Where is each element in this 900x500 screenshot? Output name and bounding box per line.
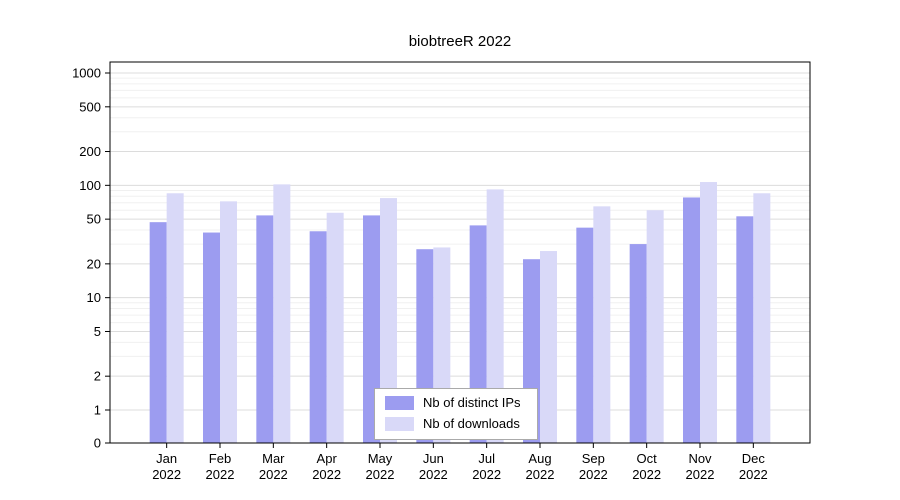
x-tick-label-year: 2022: [472, 467, 501, 482]
bar-apr-distinct-ips: [309, 231, 327, 443]
y-tick-label: 20: [87, 256, 101, 271]
legend-swatch-downloads: [385, 416, 414, 431]
legend-swatch-distinct-ips: [385, 395, 414, 410]
plot-border: [109, 61, 811, 444]
y-tick-label: 5: [94, 324, 101, 339]
bar-sep-distinct-ips: [576, 227, 594, 443]
x-tick-label-month: Sep: [582, 451, 605, 466]
y-tick-label: 10: [87, 290, 101, 305]
y-tick-label: 1000: [72, 66, 101, 81]
bar-aug-downloads: [540, 251, 557, 443]
x-tick-label-year: 2022: [526, 467, 555, 482]
chart-title: biobtreeR 2022: [408, 33, 512, 50]
legend-item-distinct-ips: Nb of distinct IPs: [385, 395, 521, 410]
x-tick-label-month: Dec: [742, 451, 766, 466]
bar-mar-distinct-ips: [256, 215, 274, 443]
bar-jan-distinct-ips: [149, 222, 167, 443]
x-tick-label-month: May: [368, 451, 393, 466]
x-tick-label-month: Apr: [317, 451, 338, 466]
y-tick-label: 200: [79, 144, 101, 159]
x-tick-label-year: 2022: [152, 467, 181, 482]
bar-may-distinct-ips: [363, 215, 380, 443]
x-tick-label-year: 2022: [579, 467, 608, 482]
bar-oct-distinct-ips: [629, 244, 647, 443]
legend-label-downloads: Nb of downloads: [423, 416, 520, 431]
bar-jul-downloads: [486, 189, 504, 443]
bar-jan-downloads: [166, 193, 184, 443]
x-tick-label-month: Aug: [528, 451, 551, 466]
x-tick-label-month: Feb: [209, 451, 231, 466]
x-tick-label-month: Jan: [156, 451, 177, 466]
bar-apr-downloads: [326, 212, 344, 443]
bar-sep-downloads: [593, 206, 611, 443]
x-tick-label-month: Mar: [262, 451, 285, 466]
legend-label-distinct-ips: Nb of distinct IPs: [423, 395, 521, 410]
y-tick-label: 0: [94, 436, 101, 451]
legend: Nb of distinct IPs Nb of downloads: [374, 388, 538, 440]
x-tick-label-year: 2022: [632, 467, 661, 482]
bar-may-downloads: [380, 198, 397, 443]
bar-mar-downloads: [273, 184, 291, 443]
x-tick-label-month: Nov: [688, 451, 712, 466]
y-tick-label: 1: [94, 403, 101, 418]
bar-feb-distinct-ips: [203, 232, 220, 443]
x-tick-label-year: 2022: [366, 467, 395, 482]
x-tick-label-year: 2022: [206, 467, 235, 482]
legend-item-downloads: Nb of downloads: [385, 416, 521, 431]
y-tick-label: 100: [79, 178, 101, 193]
bar-dec-distinct-ips: [736, 216, 754, 443]
x-tick-label-year: 2022: [259, 467, 288, 482]
y-tick-label: 50: [87, 212, 101, 227]
y-tick-label: 500: [79, 99, 101, 114]
x-tick-label-month: Oct: [637, 451, 658, 466]
bar-feb-downloads: [220, 201, 237, 443]
bar-nov-distinct-ips: [683, 197, 700, 443]
bar-oct-downloads: [646, 210, 664, 443]
x-tick-label-year: 2022: [686, 467, 715, 482]
x-tick-label-year: 2022: [739, 467, 768, 482]
x-tick-label-month: Jul: [478, 451, 495, 466]
x-tick-label-month: Jun: [423, 451, 444, 466]
x-tick-label-year: 2022: [312, 467, 341, 482]
x-tick-label-year: 2022: [419, 467, 448, 482]
y-tick-label: 2: [94, 369, 101, 384]
bar-nov-downloads: [700, 182, 717, 443]
bar-dec-downloads: [753, 193, 771, 443]
